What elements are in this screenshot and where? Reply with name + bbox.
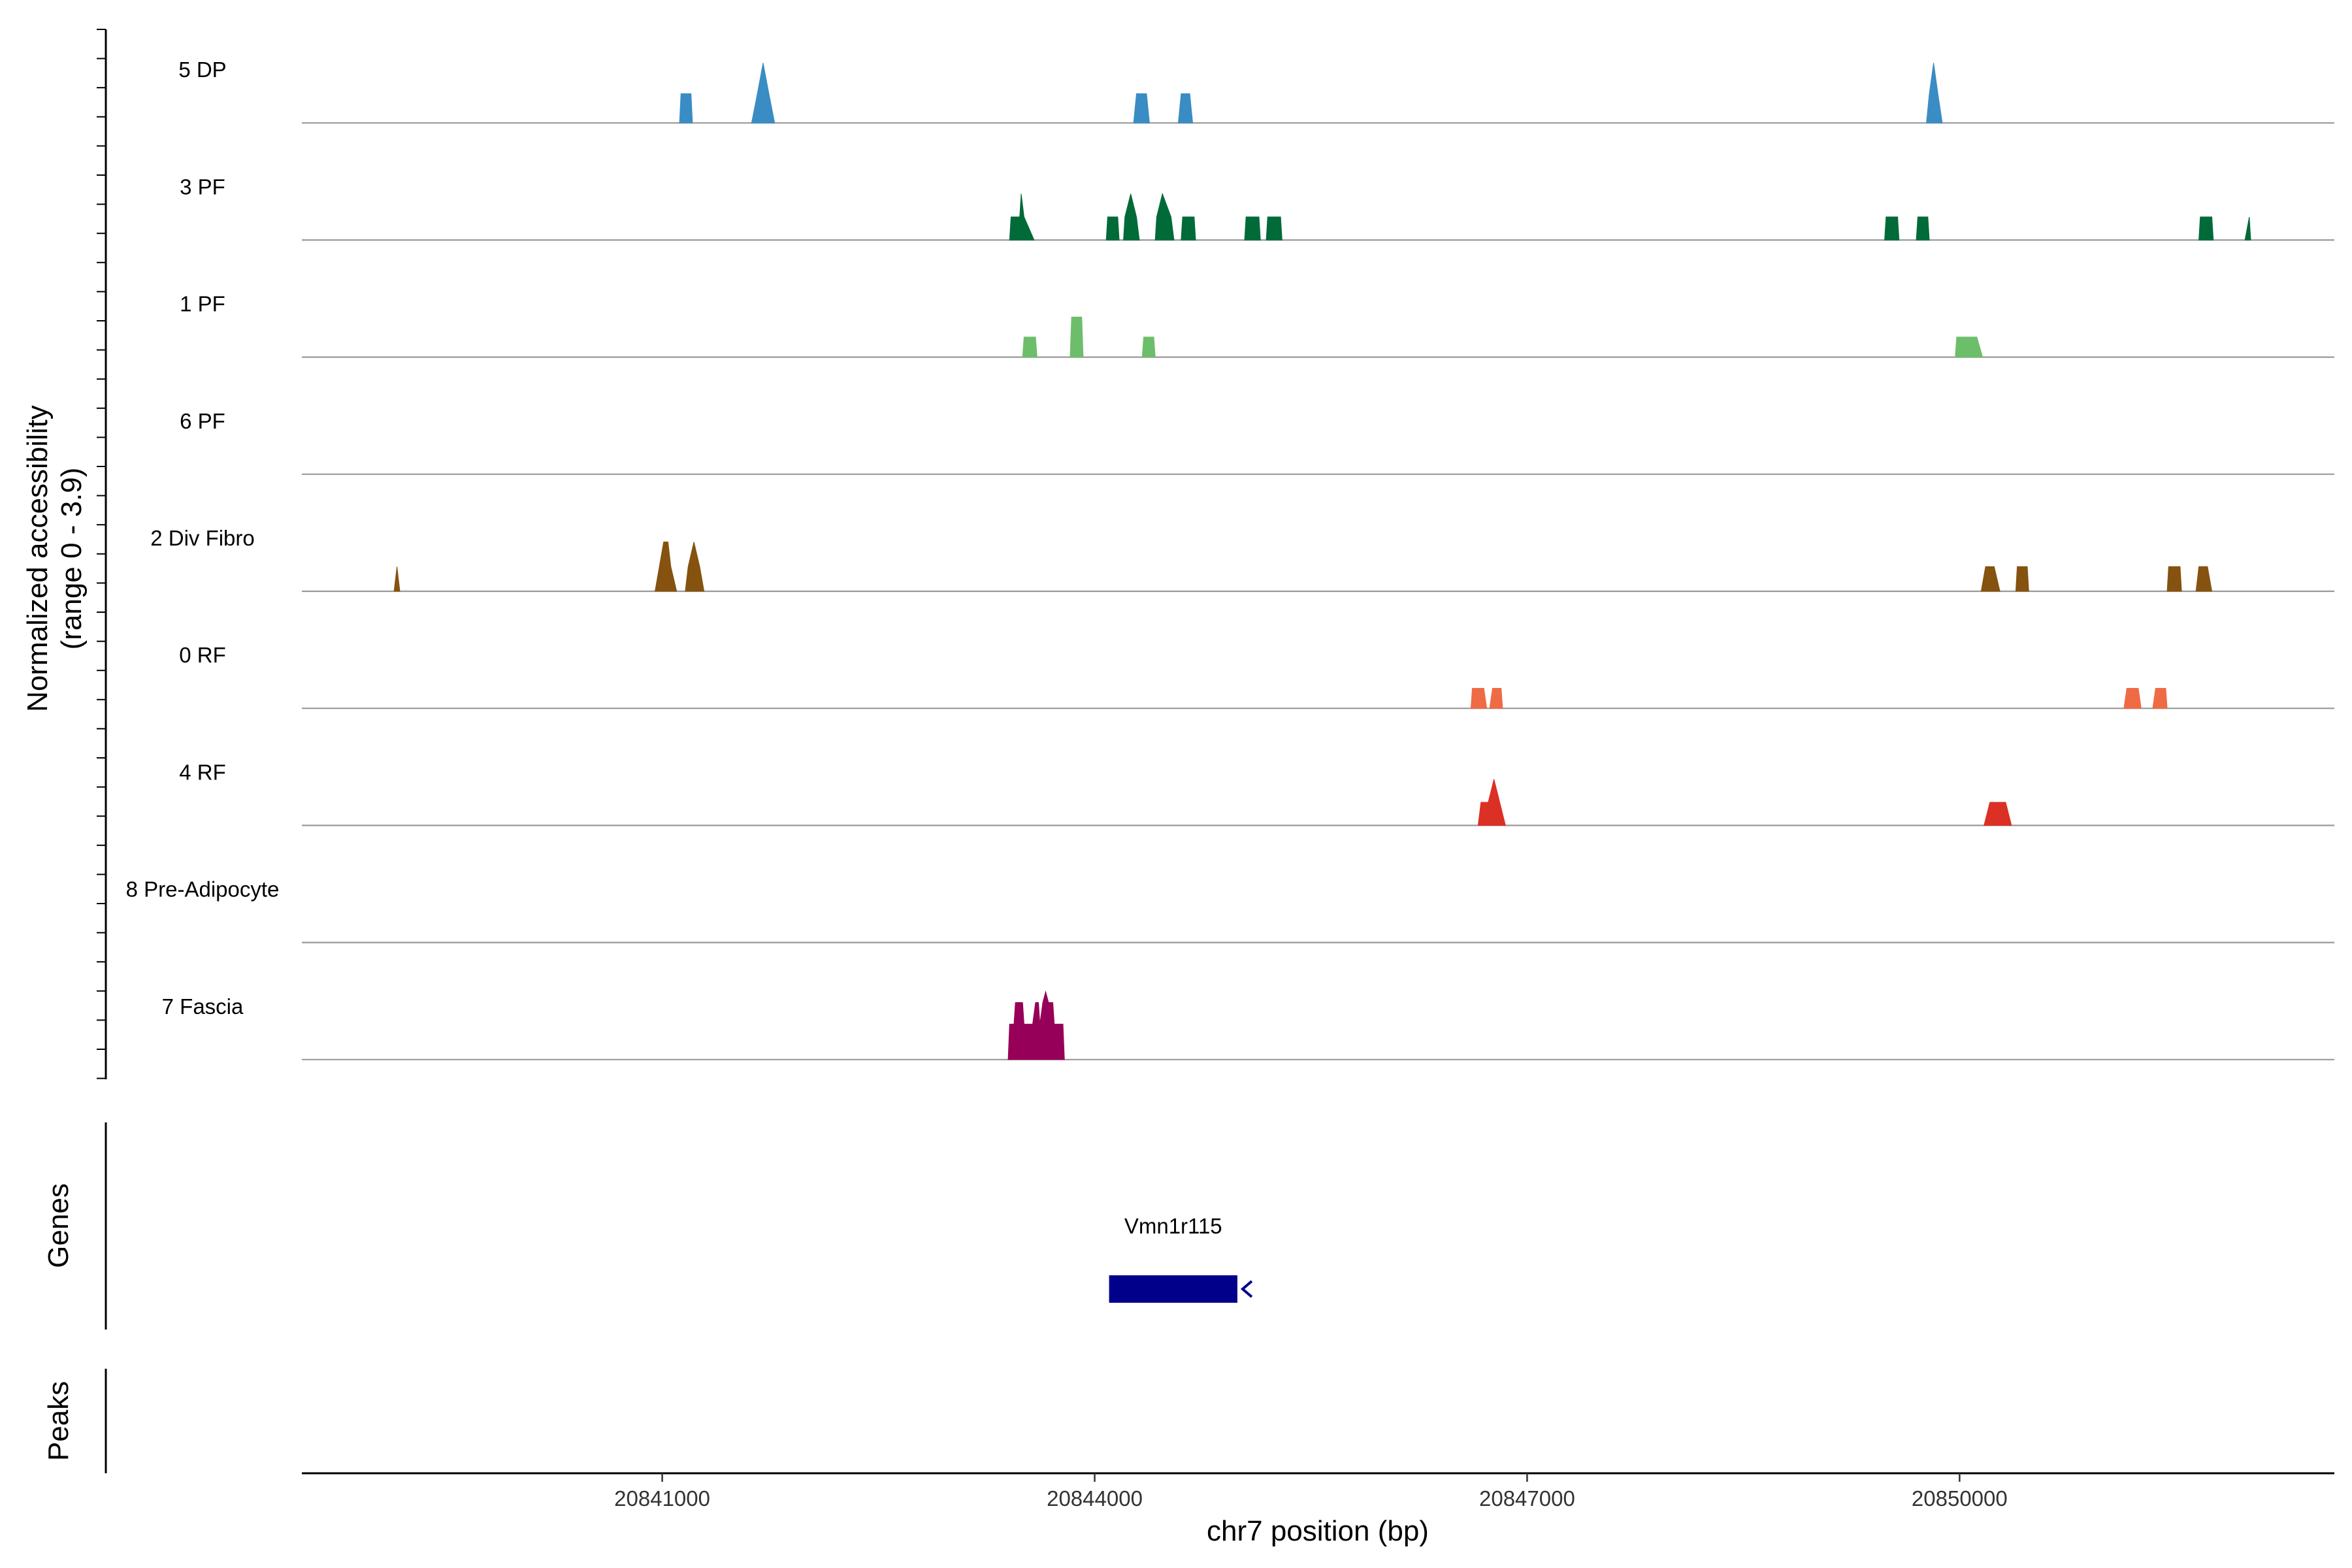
coverage-peak <box>2015 566 2029 592</box>
x-tick-label: 20847000 <box>1479 1486 1575 1511</box>
y-axis-title-line2: (range 0 - 3.9) <box>56 468 88 650</box>
x-axis-title: chr7 position (bp) <box>1207 1515 1429 1547</box>
track-label: 7 Fascia <box>162 994 244 1019</box>
track-label: 8 Pre-Adipocyte <box>126 877 280 902</box>
coverage-peak <box>1916 216 1930 240</box>
coverage-peak <box>1154 192 1175 240</box>
coverage-peak <box>1133 93 1150 123</box>
coverage-peak <box>1105 216 1120 240</box>
coverage-tracks: 5 DP 3 PF 1 PF 6 PF 2 Div Fibro 0 RF 4 RF 8 Pre… <box>126 57 2334 1060</box>
coverage-peak <box>1955 336 1984 358</box>
coverage-peak <box>1009 193 1035 240</box>
track-label: 5 DP <box>178 57 226 82</box>
gene-strand-arrow <box>1240 1280 1253 1298</box>
coverage-peak <box>751 63 776 123</box>
coverage-peak <box>2152 688 2168 709</box>
x-axis-ticks: 20841000 20844000 20847000 20850000 <box>614 1473 2008 1511</box>
coverage-y-ticks <box>97 29 106 1079</box>
coverage-peak <box>1489 688 1503 709</box>
coverage-peak <box>1123 193 1140 240</box>
coverage-peak <box>1181 216 1196 240</box>
coverage-peak <box>1070 316 1084 358</box>
peaks-panel-title: Peaks <box>42 1381 74 1461</box>
gene-label: Vmn1r115 <box>1124 1214 1222 1238</box>
coverage-peak <box>1244 216 1261 240</box>
coverage-peak <box>655 542 678 592</box>
coverage-peak <box>1477 779 1506 826</box>
coverage-peak <box>1884 216 1900 240</box>
track-4-rf: 4 RF <box>179 760 2334 826</box>
track-6-pf: 6 PF <box>180 409 2334 475</box>
coverage-peak <box>1177 93 1194 123</box>
coverage-peak <box>1984 802 2012 826</box>
coverage-peak <box>2166 566 2182 592</box>
track-label: 1 PF <box>180 292 225 316</box>
coverage-peak <box>2244 216 2251 240</box>
coverage-peak <box>2123 688 2142 709</box>
coverage-peak <box>2198 216 2214 240</box>
y-axis-title-line1: Normalized accessibility <box>22 405 54 711</box>
coverage-peak <box>1470 688 1488 709</box>
genes-panel-title: Genes <box>42 1183 74 1268</box>
coverage-peak <box>1926 63 1943 123</box>
track-label: 0 RF <box>179 643 226 667</box>
coverage-peak <box>393 566 400 592</box>
x-tick-label: 20844000 <box>1047 1486 1143 1511</box>
coverage-peak <box>1022 336 1037 358</box>
track-8-pre-adipocyte: 8 Pre-Adipocyte <box>126 877 2334 943</box>
coverage-peak <box>685 542 705 592</box>
track-label: 2 Div Fibro <box>150 526 255 550</box>
x-tick-label: 20841000 <box>614 1486 710 1511</box>
track-7-fascia: 7 Fascia <box>162 990 2334 1060</box>
track-1-pf: 1 PF <box>180 292 2334 358</box>
track-label: 3 PF <box>180 174 225 199</box>
coverage-peak <box>1007 990 1065 1060</box>
coverage-peak <box>1980 566 2001 592</box>
coverage-peak <box>1141 336 1156 358</box>
coverage-peak <box>2195 566 2213 592</box>
track-0-rf: 0 RF <box>179 643 2334 710</box>
gene-annotations: Vmn1r115 <box>1109 1214 1253 1303</box>
track-3-pf: 3 PF <box>180 174 2334 241</box>
coverage-peak <box>679 93 693 123</box>
track-label: 4 RF <box>179 760 226 784</box>
track-5-dp: 5 DP <box>178 57 2334 124</box>
coverage-peak <box>1266 216 1282 240</box>
x-tick-label: 20850000 <box>1912 1486 2008 1511</box>
gene-body <box>1109 1275 1237 1303</box>
track-2-div-fibro: 2 Div Fibro <box>150 526 2334 593</box>
track-label: 6 PF <box>180 409 225 433</box>
y-axis-title: Normalized accessibility (range 0 - 3.9) <box>22 405 88 711</box>
